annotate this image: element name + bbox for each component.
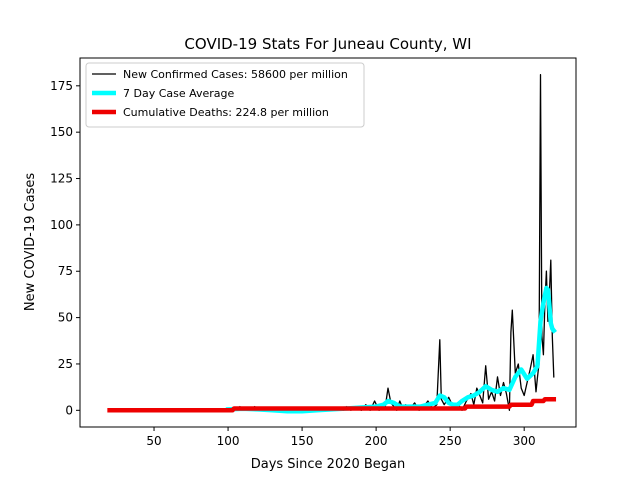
- legend-label-1: New Confirmed Cases: 58600 per million: [123, 68, 348, 81]
- y-tick-label: 75: [58, 264, 73, 278]
- x-tick-label: 250: [439, 434, 462, 448]
- x-tick-label: 200: [365, 434, 388, 448]
- x-tick-label: 100: [217, 434, 240, 448]
- x-axis: 50 100 150 200 250 300: [146, 427, 536, 448]
- y-tick-label: 100: [50, 218, 73, 232]
- y-tick-label: 0: [65, 403, 73, 417]
- x-tick-label: 300: [513, 434, 536, 448]
- x-axis-label: Days Since 2020 Began: [251, 457, 406, 472]
- series-layer: [107, 74, 557, 414]
- plot-border: [79, 57, 577, 428]
- chart-title: COVID-19 Stats For Juneau County, WI: [184, 35, 471, 53]
- legend-box: [85, 62, 365, 128]
- x-tick-label: 150: [291, 434, 314, 448]
- legend: New Confirmed Cases: 58600 per million 7 …: [85, 62, 365, 128]
- y-tick-label: 175: [50, 79, 73, 93]
- legend-label-2: 7 Day Case Average: [123, 87, 235, 100]
- y-tick-label: 125: [50, 172, 73, 186]
- y-axis: 0 25 50 75 100 125 150 175: [50, 79, 80, 417]
- y-axis-label: New COVID-19 Cases: [23, 173, 38, 311]
- legend-label-3: Cumulative Deaths: 224.8 per million: [123, 106, 329, 119]
- series-line-3: [107, 396, 557, 413]
- x-tick-label: 50: [146, 434, 161, 448]
- y-tick-label: 50: [58, 311, 73, 325]
- y-tick-label: 25: [58, 357, 73, 371]
- y-tick-label: 150: [50, 125, 73, 139]
